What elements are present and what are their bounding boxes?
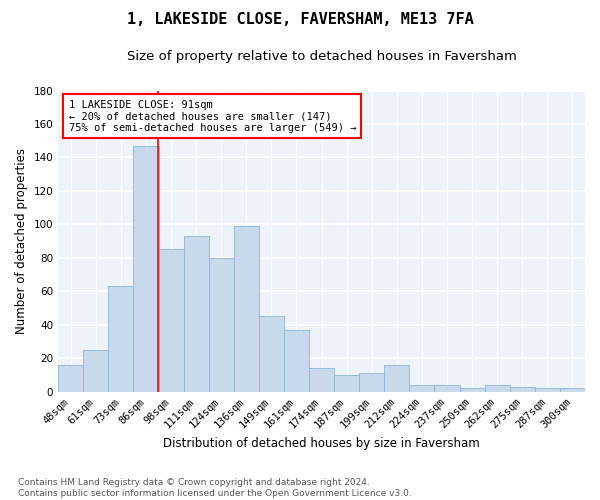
Bar [109, 286, 133, 392]
Bar [510, 386, 535, 392]
Bar [434, 385, 460, 392]
Bar [535, 388, 560, 392]
Bar [58, 365, 83, 392]
Bar [209, 258, 234, 392]
Bar [485, 385, 510, 392]
Text: 1 LAKESIDE CLOSE: 91sqm
← 20% of detached houses are smaller (147)
75% of semi-d: 1 LAKESIDE CLOSE: 91sqm ← 20% of detache… [69, 100, 356, 133]
Bar [460, 388, 485, 392]
Text: 1, LAKESIDE CLOSE, FAVERSHAM, ME13 7FA: 1, LAKESIDE CLOSE, FAVERSHAM, ME13 7FA [127, 12, 473, 28]
Bar [334, 375, 359, 392]
Text: Contains HM Land Registry data © Crown copyright and database right 2024.
Contai: Contains HM Land Registry data © Crown c… [18, 478, 412, 498]
Y-axis label: Number of detached properties: Number of detached properties [15, 148, 28, 334]
Bar [83, 350, 109, 392]
Bar [385, 365, 409, 392]
Bar [259, 316, 284, 392]
X-axis label: Distribution of detached houses by size in Faversham: Distribution of detached houses by size … [163, 437, 480, 450]
Bar [409, 385, 434, 392]
Bar [158, 250, 184, 392]
Bar [133, 146, 158, 392]
Bar [284, 330, 309, 392]
Bar [309, 368, 334, 392]
Bar [359, 373, 385, 392]
Title: Size of property relative to detached houses in Faversham: Size of property relative to detached ho… [127, 50, 517, 63]
Bar [184, 236, 209, 392]
Bar [234, 226, 259, 392]
Bar [560, 388, 585, 392]
